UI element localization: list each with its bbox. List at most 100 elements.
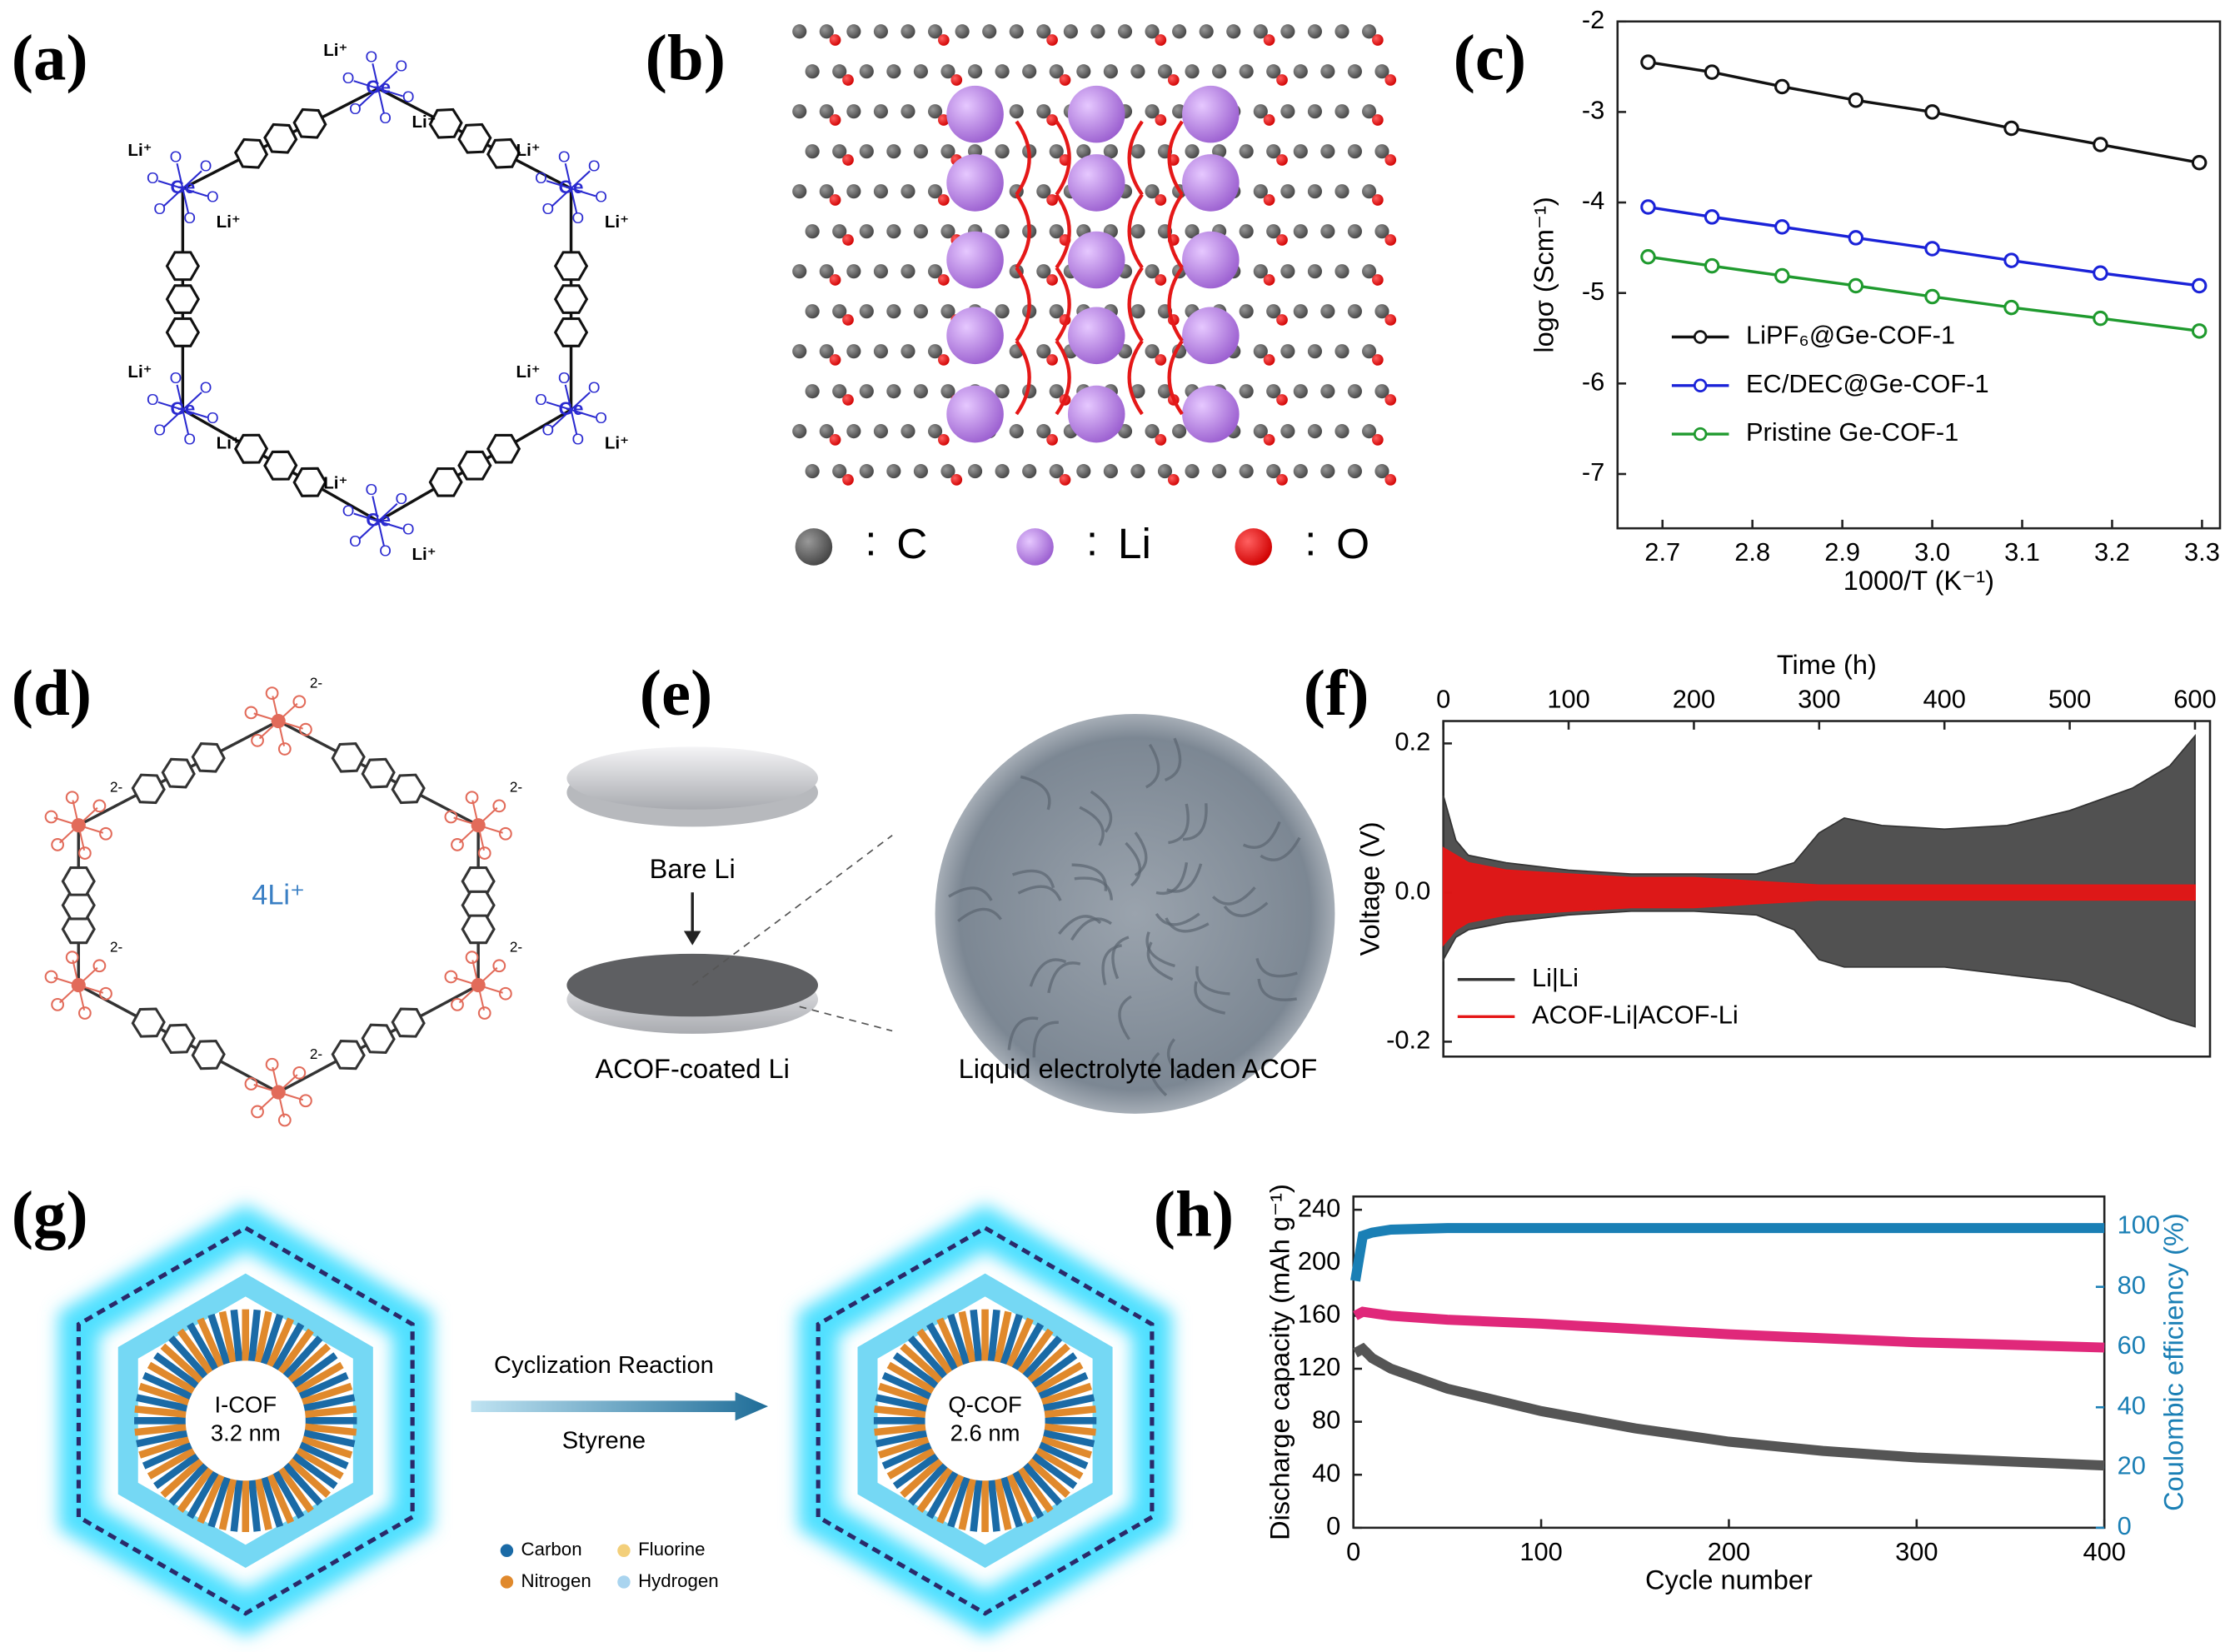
oxygen [465, 791, 479, 805]
oxygen [65, 951, 79, 965]
y-tick-label: 0.2 [1394, 727, 1430, 756]
node [471, 978, 486, 993]
x-tick-label: 300 [1895, 1537, 1938, 1566]
carbon-atom [1185, 464, 1200, 479]
legend-atom [1016, 528, 1054, 566]
pore-size: 2.6 nm [950, 1420, 1020, 1446]
y-tick-label: 240 [1298, 1193, 1340, 1222]
lithium-atom [946, 385, 1004, 443]
carbon-atom [1307, 264, 1323, 279]
carbon-atom [1117, 24, 1133, 39]
hop-arrow [1015, 339, 1031, 416]
bond [546, 180, 571, 190]
oxygen [292, 1066, 307, 1080]
pore-ray [282, 1462, 323, 1506]
pore-ray [147, 1361, 196, 1395]
carbon-atom [1335, 264, 1349, 279]
flake [1155, 912, 1200, 926]
node [471, 818, 486, 833]
carbon-atom [1063, 24, 1078, 39]
marker [1848, 92, 1864, 108]
x-tick-label: 400 [1923, 685, 1965, 714]
pore-ray [197, 1317, 225, 1368]
marker [2003, 252, 2019, 268]
voltage-band [1442, 734, 2196, 1028]
pore-ray [994, 1478, 1012, 1530]
marker [2093, 137, 2108, 152]
carbon-atom [1185, 224, 1200, 239]
bond [182, 408, 208, 419]
carbon-atom [1266, 144, 1281, 159]
hop-arrow [1127, 120, 1144, 196]
oxygen-label: O [402, 521, 415, 538]
flake [1118, 995, 1132, 1041]
carbon-atom [1320, 464, 1335, 479]
pore-ray [292, 1352, 338, 1389]
lithium-atom [1182, 231, 1240, 289]
flake [1223, 901, 1269, 917]
y-tick-label: 40 [1312, 1458, 1340, 1487]
carbon-atom [913, 304, 928, 319]
ring [331, 1040, 366, 1071]
oxygen-label: O [588, 157, 601, 175]
carbon-atom [1036, 424, 1051, 439]
charge-label: 2- [510, 779, 522, 796]
marker [1640, 248, 1656, 265]
carbon-atom [792, 24, 807, 39]
carbon-atom [1347, 64, 1362, 79]
carbon-atom [832, 224, 847, 239]
oxygen-label: O [395, 490, 407, 507]
carbon-atom [1076, 64, 1091, 79]
carbon-atom [1266, 64, 1281, 79]
carbon-atom [940, 304, 955, 319]
carbon-atom [819, 264, 834, 279]
oxygen-label: O [542, 200, 555, 217]
charge-label: 2- [510, 939, 522, 956]
carbon-atom [846, 104, 861, 119]
carbon-atom [1185, 144, 1200, 159]
framework [857, 1273, 1113, 1568]
legend-label: Nitrogen [521, 1570, 591, 1591]
y-tick-label: 0.0 [1394, 876, 1430, 906]
ring [457, 122, 492, 154]
carbon-atom [805, 224, 820, 239]
pore-ray [147, 1447, 196, 1480]
lithium-atom [1182, 154, 1240, 212]
pore-ray [1000, 1313, 1023, 1365]
pore-ray [277, 1467, 314, 1513]
marker [1704, 209, 1720, 225]
flake [1166, 1038, 1189, 1081]
x-tick-label: 100 [1547, 685, 1589, 714]
carbon-atom [819, 424, 834, 439]
oxygen-label: O [349, 100, 362, 117]
marker [1924, 288, 1940, 305]
hop-arrow [1015, 267, 1031, 342]
metal-label: Ge [171, 177, 196, 197]
ring [461, 914, 496, 945]
flake [1194, 981, 1226, 1015]
pore-ray [1043, 1394, 1095, 1412]
carbon-atom [900, 424, 915, 439]
flake [1155, 861, 1189, 896]
cation-label: Li⁺ [217, 212, 241, 232]
oxygen-label: O [207, 409, 219, 427]
pore-ray [177, 1467, 213, 1513]
y2-tick-label: 100 [2118, 1210, 2160, 1240]
carbon-atom [859, 64, 874, 79]
series-line [1353, 1306, 2105, 1353]
cation-label: Li⁺ [217, 433, 241, 452]
carbon-atom [1320, 304, 1335, 319]
pore-ray [260, 1476, 284, 1528]
marker [1774, 78, 1790, 95]
carbon-atom [1361, 104, 1377, 119]
pore-ray [1035, 1447, 1084, 1480]
bond [564, 162, 572, 189]
oxygen [444, 810, 458, 824]
charge-label: 2- [310, 1046, 322, 1062]
carbon-atom [1347, 384, 1362, 399]
legend-label: LiPF₆@Ge-COF-1 [1746, 321, 1955, 350]
bond [358, 87, 379, 107]
marker [2191, 277, 2208, 294]
pore-ray [970, 1309, 983, 1362]
oxygen [251, 1105, 264, 1119]
